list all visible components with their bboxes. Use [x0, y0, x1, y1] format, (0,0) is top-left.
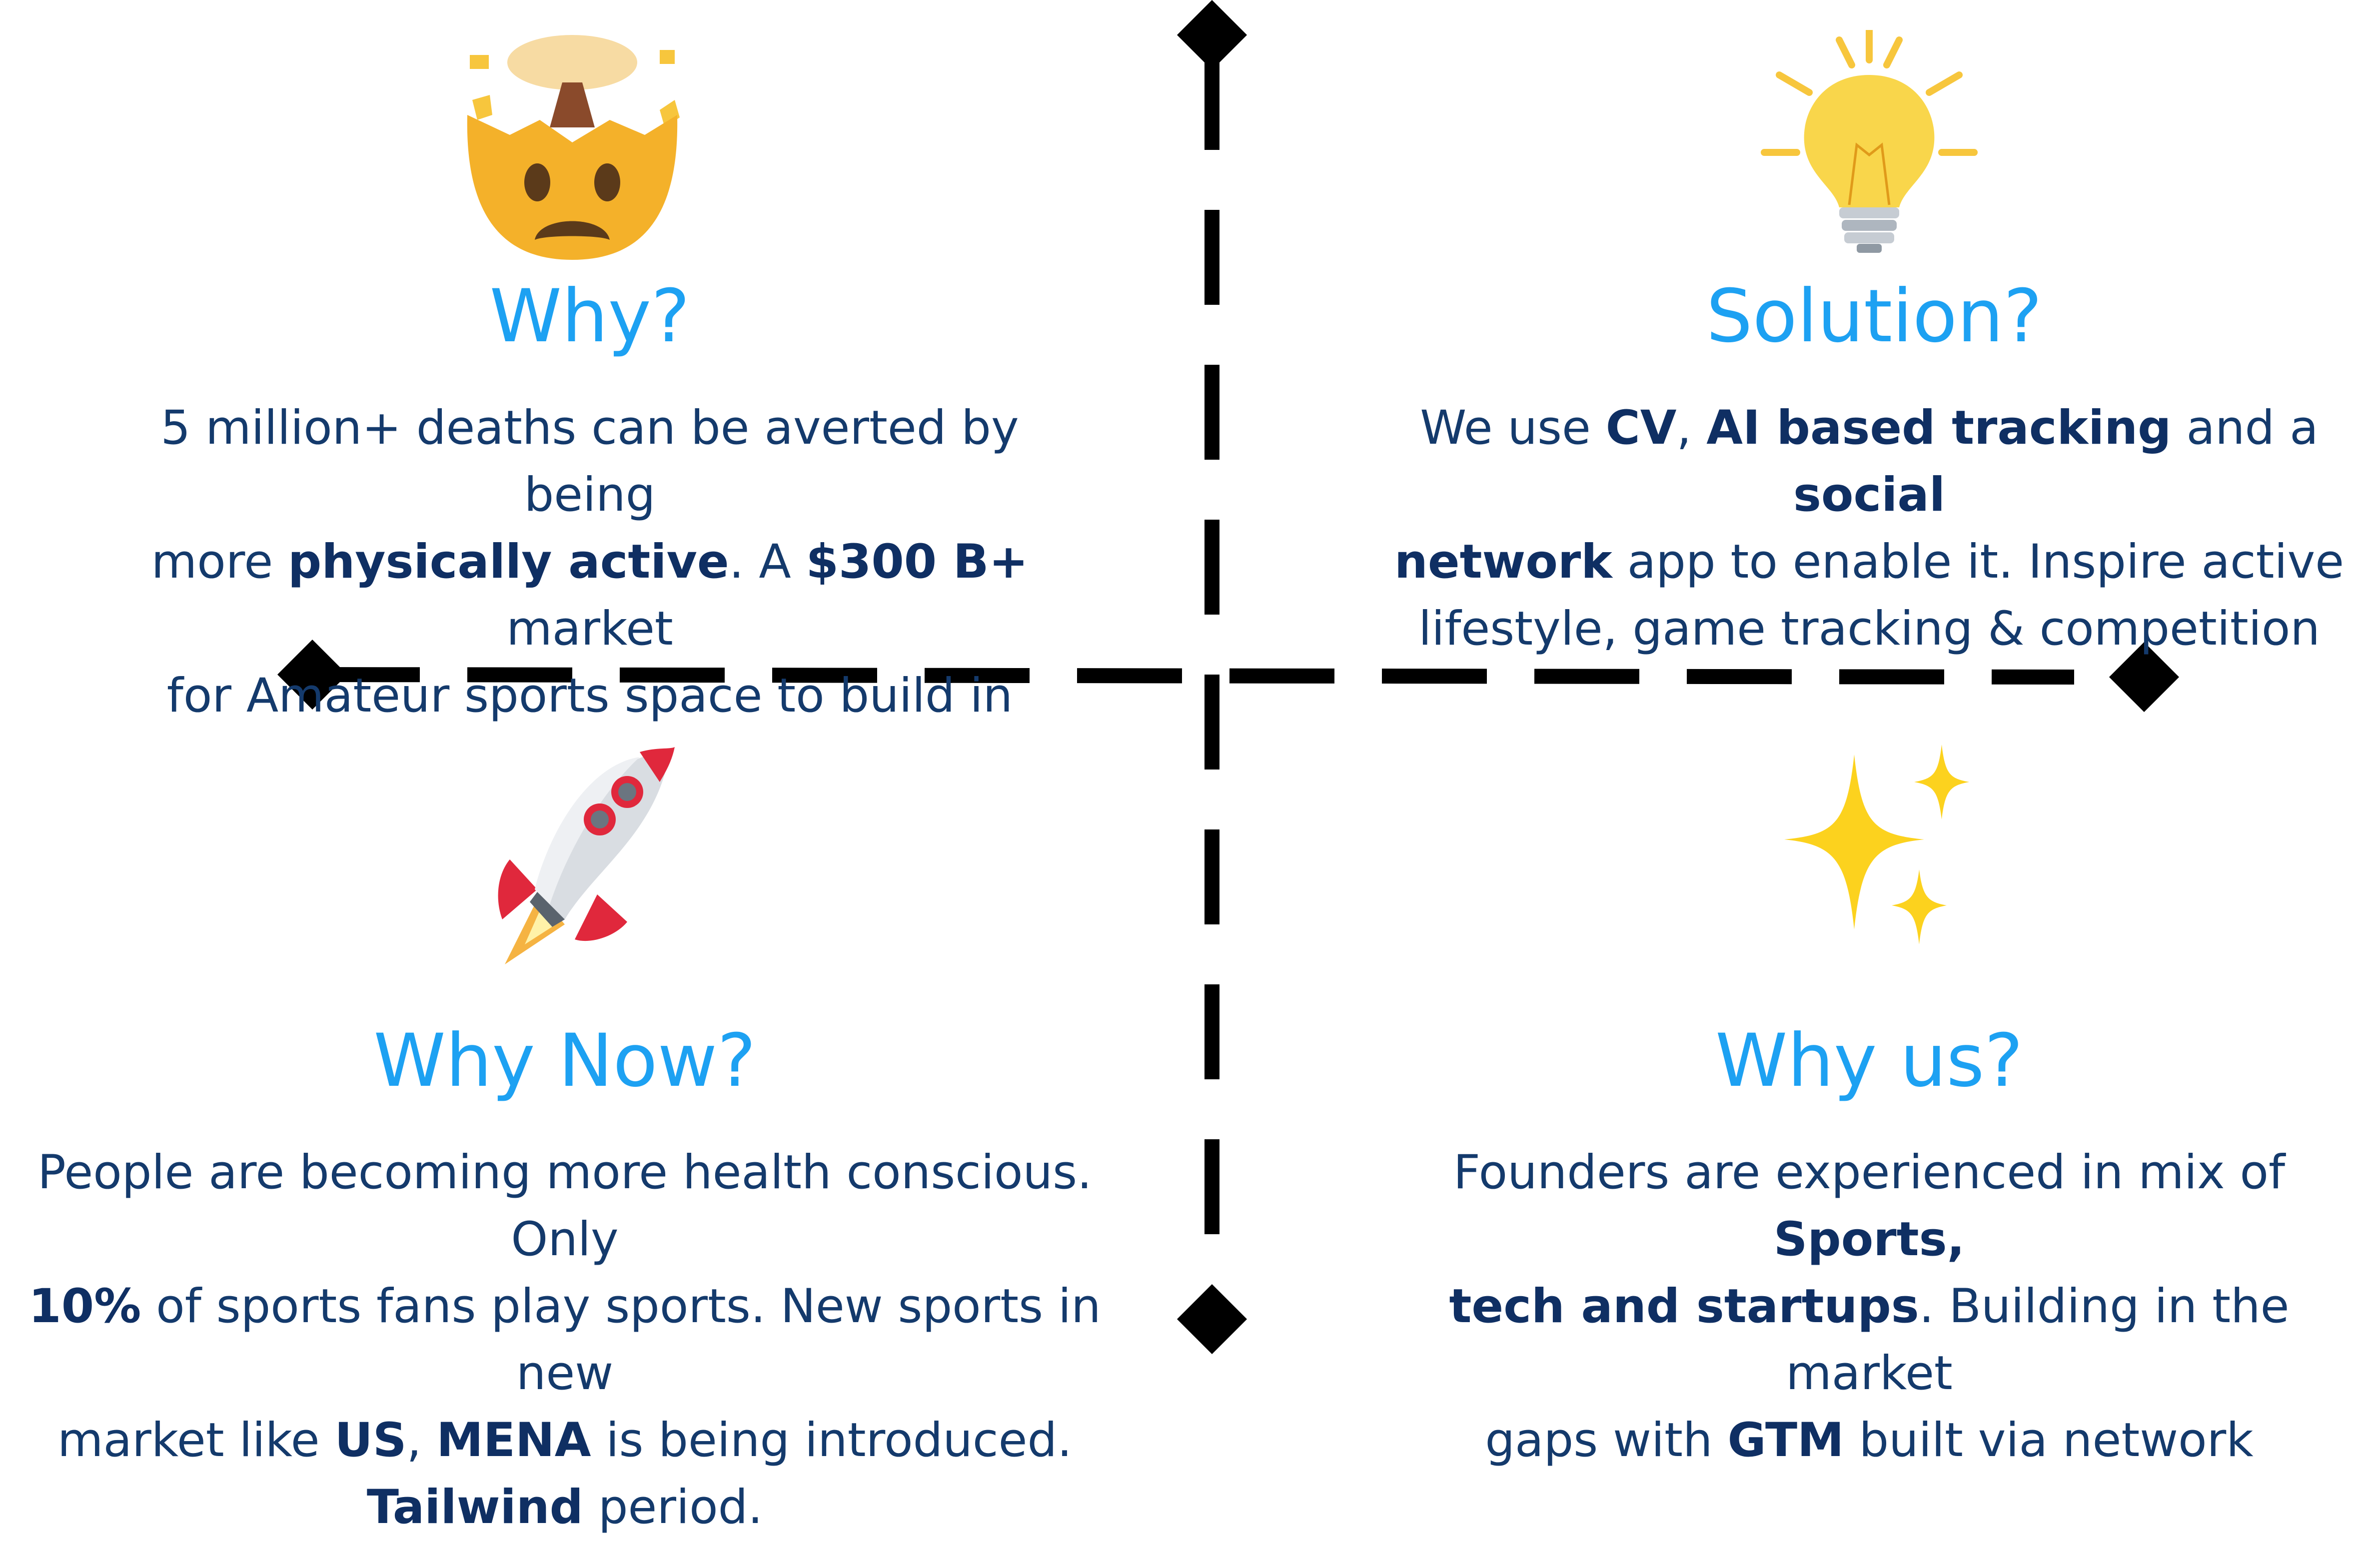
description-text: more	[151, 535, 288, 589]
highlighted-text: AI based tracking	[1706, 401, 2172, 455]
left-diamond	[277, 640, 347, 710]
bottom-diamond	[1177, 1284, 1247, 1354]
exploding-head-icon	[467, 35, 680, 260]
why-us-description: Founders are experienced in mix of Sport…	[1369, 1139, 2369, 1474]
highlighted-text: Tailwind	[366, 1480, 583, 1535]
highlighted-text: network	[1394, 535, 1612, 589]
highlighted-text: CV	[1605, 401, 1677, 455]
description-text: . A	[729, 535, 806, 589]
why-heading: Why?	[489, 274, 690, 359]
description-text: of sports fans play sports. New sports i…	[141, 1279, 1101, 1401]
highlighted-text: 10%	[28, 1279, 141, 1334]
description-text: gaps with	[1485, 1413, 1728, 1468]
description-text: . Building in the market	[1786, 1279, 2290, 1401]
why-now-description: People are becoming more health consciou…	[15, 1139, 1115, 1541]
description-text: is being introduced.	[591, 1413, 1072, 1468]
description-text: We use	[1420, 401, 1606, 455]
why-us-heading: Why us?	[1715, 1018, 2023, 1103]
description-text: market like	[57, 1413, 335, 1468]
solution-description: We use CV, AI based tracking and a socia…	[1369, 395, 2369, 663]
description-text: Founders are experienced in mix of	[1453, 1145, 2286, 1200]
highlighted-text: tech and startups	[1449, 1279, 1919, 1334]
description-text: and a	[2171, 401, 2319, 455]
description-text: ,	[1676, 401, 1707, 455]
description-text: People are becoming more health consciou…	[37, 1145, 1092, 1267]
highlighted-text: physically active	[288, 535, 729, 589]
quadrant-axes	[277, 0, 2179, 1354]
description-text: 5 million+ deaths can be averted by bein…	[160, 401, 1019, 522]
rocket-icon	[498, 747, 675, 964]
light-bulb-icon	[1761, 30, 1978, 253]
description-text: for Amateur sports space to build in	[166, 669, 1013, 723]
right-diamond	[2109, 642, 2179, 712]
description-text: ,	[406, 1413, 437, 1468]
vertical-axis	[1177, 0, 1247, 1354]
horizontal-axis	[277, 640, 2179, 712]
top-diamond	[1177, 0, 1247, 70]
horizontal-dashed-line	[314, 667, 2075, 685]
description-text: market	[506, 602, 673, 656]
highlighted-text: MENA	[436, 1413, 591, 1468]
highlighted-text: GTM	[1727, 1413, 1844, 1468]
highlighted-text: US	[334, 1413, 407, 1468]
highlighted-text: Sports,	[1773, 1212, 1965, 1267]
highlighted-text: social	[1793, 468, 1946, 522]
description-text: lifestyle, game tracking & competition	[1418, 602, 2320, 656]
description-text: period.	[583, 1480, 763, 1535]
description-text: app to enable it. Inspire active	[1612, 535, 2345, 589]
why-description: 5 million+ deaths can be averted by bein…	[90, 395, 1090, 730]
why-now-heading: Why Now?	[373, 1018, 756, 1103]
solution-heading: Solution?	[1706, 274, 2043, 359]
description-text: built via network	[1844, 1413, 2254, 1468]
sparkles-icon	[1784, 745, 1969, 944]
highlighted-text: $300 B+	[806, 535, 1029, 589]
